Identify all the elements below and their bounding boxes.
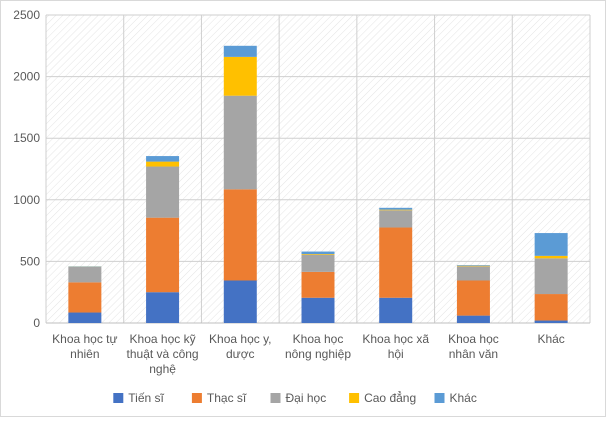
bar-segment [68, 313, 101, 323]
legend-label: Thạc sĩ [207, 391, 247, 405]
bar-segment [379, 208, 412, 210]
bar-segment [457, 280, 490, 315]
bar-segment [457, 316, 490, 323]
bar-segment [302, 252, 335, 254]
legend-label: Cao đẳng [364, 390, 416, 405]
bar-segment [535, 233, 568, 256]
bar-segment [146, 156, 179, 162]
bar-segment [457, 265, 490, 266]
bar-segment [146, 218, 179, 293]
bar-segment [379, 210, 412, 211]
bar-segment [535, 294, 568, 320]
bar-segment [535, 258, 568, 294]
legend-swatch [271, 393, 281, 403]
bar-segment [302, 298, 335, 323]
bar-segment [68, 267, 101, 282]
y-tick-label: 2000 [13, 70, 40, 84]
bar-segment [379, 228, 412, 298]
bar-segment [535, 256, 568, 258]
bar-segment [224, 46, 257, 57]
bar-segment [224, 96, 257, 190]
bar-segment [535, 321, 568, 323]
bar-segment [302, 254, 335, 255]
bar-segment [146, 292, 179, 323]
bar-segment [379, 298, 412, 323]
bar-segment [224, 280, 257, 323]
legend-swatch [349, 393, 359, 403]
y-tick-label: 1000 [13, 193, 40, 207]
legend-swatch [113, 393, 123, 403]
legend-label: Tiến sĩ [128, 391, 164, 405]
bar-segment [379, 210, 412, 227]
legend-swatch [192, 393, 202, 403]
bar-segment [224, 57, 257, 96]
bar-segment [457, 266, 490, 267]
bar-segment [68, 282, 101, 312]
bar-segment [146, 167, 179, 218]
legend-swatch [435, 393, 445, 403]
legend-label: Đại học [286, 391, 327, 405]
legend-label: Khác [450, 391, 477, 405]
y-tick-label: 1500 [13, 131, 40, 145]
bar-segment [302, 272, 335, 298]
y-tick-label: 500 [20, 254, 40, 268]
bar-segment [146, 162, 179, 167]
bar-segment [224, 189, 257, 280]
y-tick-label: 0 [33, 316, 40, 330]
x-tick-label: Khác [537, 332, 564, 346]
y-tick-label: 2500 [13, 8, 40, 22]
bar-segment [457, 266, 490, 280]
bar-segment [302, 255, 335, 272]
